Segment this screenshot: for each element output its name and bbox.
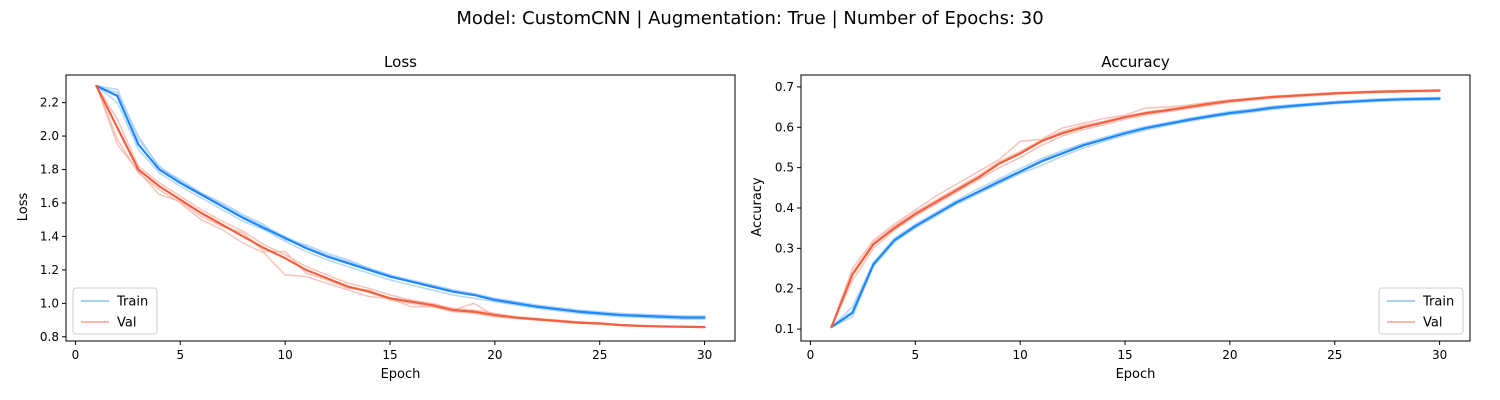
- loss-y-tick-label: 2.2: [40, 96, 59, 110]
- loss-x-tick-label: 15: [382, 348, 397, 362]
- accuracy-y-tick-label: 0.1: [775, 322, 794, 336]
- accuracy-panel: Accuracy Epoch Accuracy 0 5 10 15 20 25 30 0.1 0…: [750, 53, 1471, 382]
- accuracy-legend-label-train: Train: [1422, 295, 1454, 310]
- loss-panel-title: Loss: [384, 53, 417, 71]
- accuracy-x-tick-label: 5: [911, 348, 919, 362]
- accuracy-x-tick-label: 15: [1117, 348, 1132, 362]
- accuracy-x-tick-label: 10: [1013, 348, 1028, 362]
- accuracy-y-tick-label: 0.4: [775, 201, 794, 215]
- loss-x-tick-label: 0: [72, 348, 80, 362]
- loss-y-tick-label: 1.0: [40, 296, 59, 310]
- loss-x-tick-label: 30: [697, 348, 712, 362]
- loss-x-tick-label: 20: [487, 348, 502, 362]
- loss-y-tick-label: 1.8: [40, 163, 59, 177]
- accuracy-run-line-0: [830, 99, 1441, 328]
- loss-x-tick-label: 10: [278, 348, 293, 362]
- accuracy-y-tick-label: 0.3: [775, 241, 794, 255]
- loss-run-line-1: [95, 85, 706, 320]
- accuracy-y-tick-label: 0.5: [775, 161, 794, 175]
- accuracy-panel-title: Accuracy: [1101, 53, 1170, 71]
- accuracy-legend-label-val: Val: [1423, 316, 1442, 331]
- accuracy-y-axis-label: Accuracy: [750, 177, 765, 237]
- loss-y-tick-label: 0.8: [40, 330, 59, 344]
- loss-legend: Train Val: [72, 287, 158, 335]
- loss-train-mean-line-6: [95, 84, 706, 319]
- loss-val-mean-line-7: [95, 84, 706, 329]
- loss-legend-label-train: Train: [116, 295, 148, 310]
- accuracy-x-tick-label: 30: [1432, 348, 1447, 362]
- figure-suptitle: Model: CustomCNN | Augmentation: True | …: [456, 8, 1043, 29]
- accuracy-val-mean-line-7: [830, 89, 1441, 329]
- loss-panel: Loss Epoch Loss 0 5 10 15 20 25 30 0.8 1.0 1.2 1.4…: [16, 53, 736, 382]
- loss-y-tick-label: 2.0: [40, 129, 59, 143]
- accuracy-y-tick-label: 0.7: [775, 80, 794, 94]
- loss-x-tick-label: 25: [592, 348, 607, 362]
- loss-legend-label-val: Val: [117, 316, 136, 331]
- accuracy-y-tick-label: 0.2: [775, 282, 794, 296]
- loss-x-tick-label: 5: [176, 348, 184, 362]
- loss-y-tick-label: 1.6: [40, 196, 59, 210]
- loss-y-tick-label: 1.4: [40, 229, 59, 243]
- accuracy-x-tick-label: 25: [1327, 348, 1342, 362]
- loss-axes-frame: [65, 74, 736, 342]
- loss-x-axis-label: Epoch: [381, 367, 421, 382]
- accuracy-x-axis-label: Epoch: [1116, 367, 1156, 382]
- loss-y-axis-label: Loss: [16, 193, 31, 222]
- accuracy-y-tick-label: 0.6: [775, 120, 794, 134]
- loss-y-tick-label: 1.2: [40, 263, 59, 277]
- accuracy-train-mean-line-6: [830, 97, 1441, 329]
- accuracy-x-tick-label: 0: [807, 348, 815, 362]
- accuracy-legend: Train Val: [1378, 287, 1464, 335]
- accuracy-x-tick-label: 20: [1222, 348, 1237, 362]
